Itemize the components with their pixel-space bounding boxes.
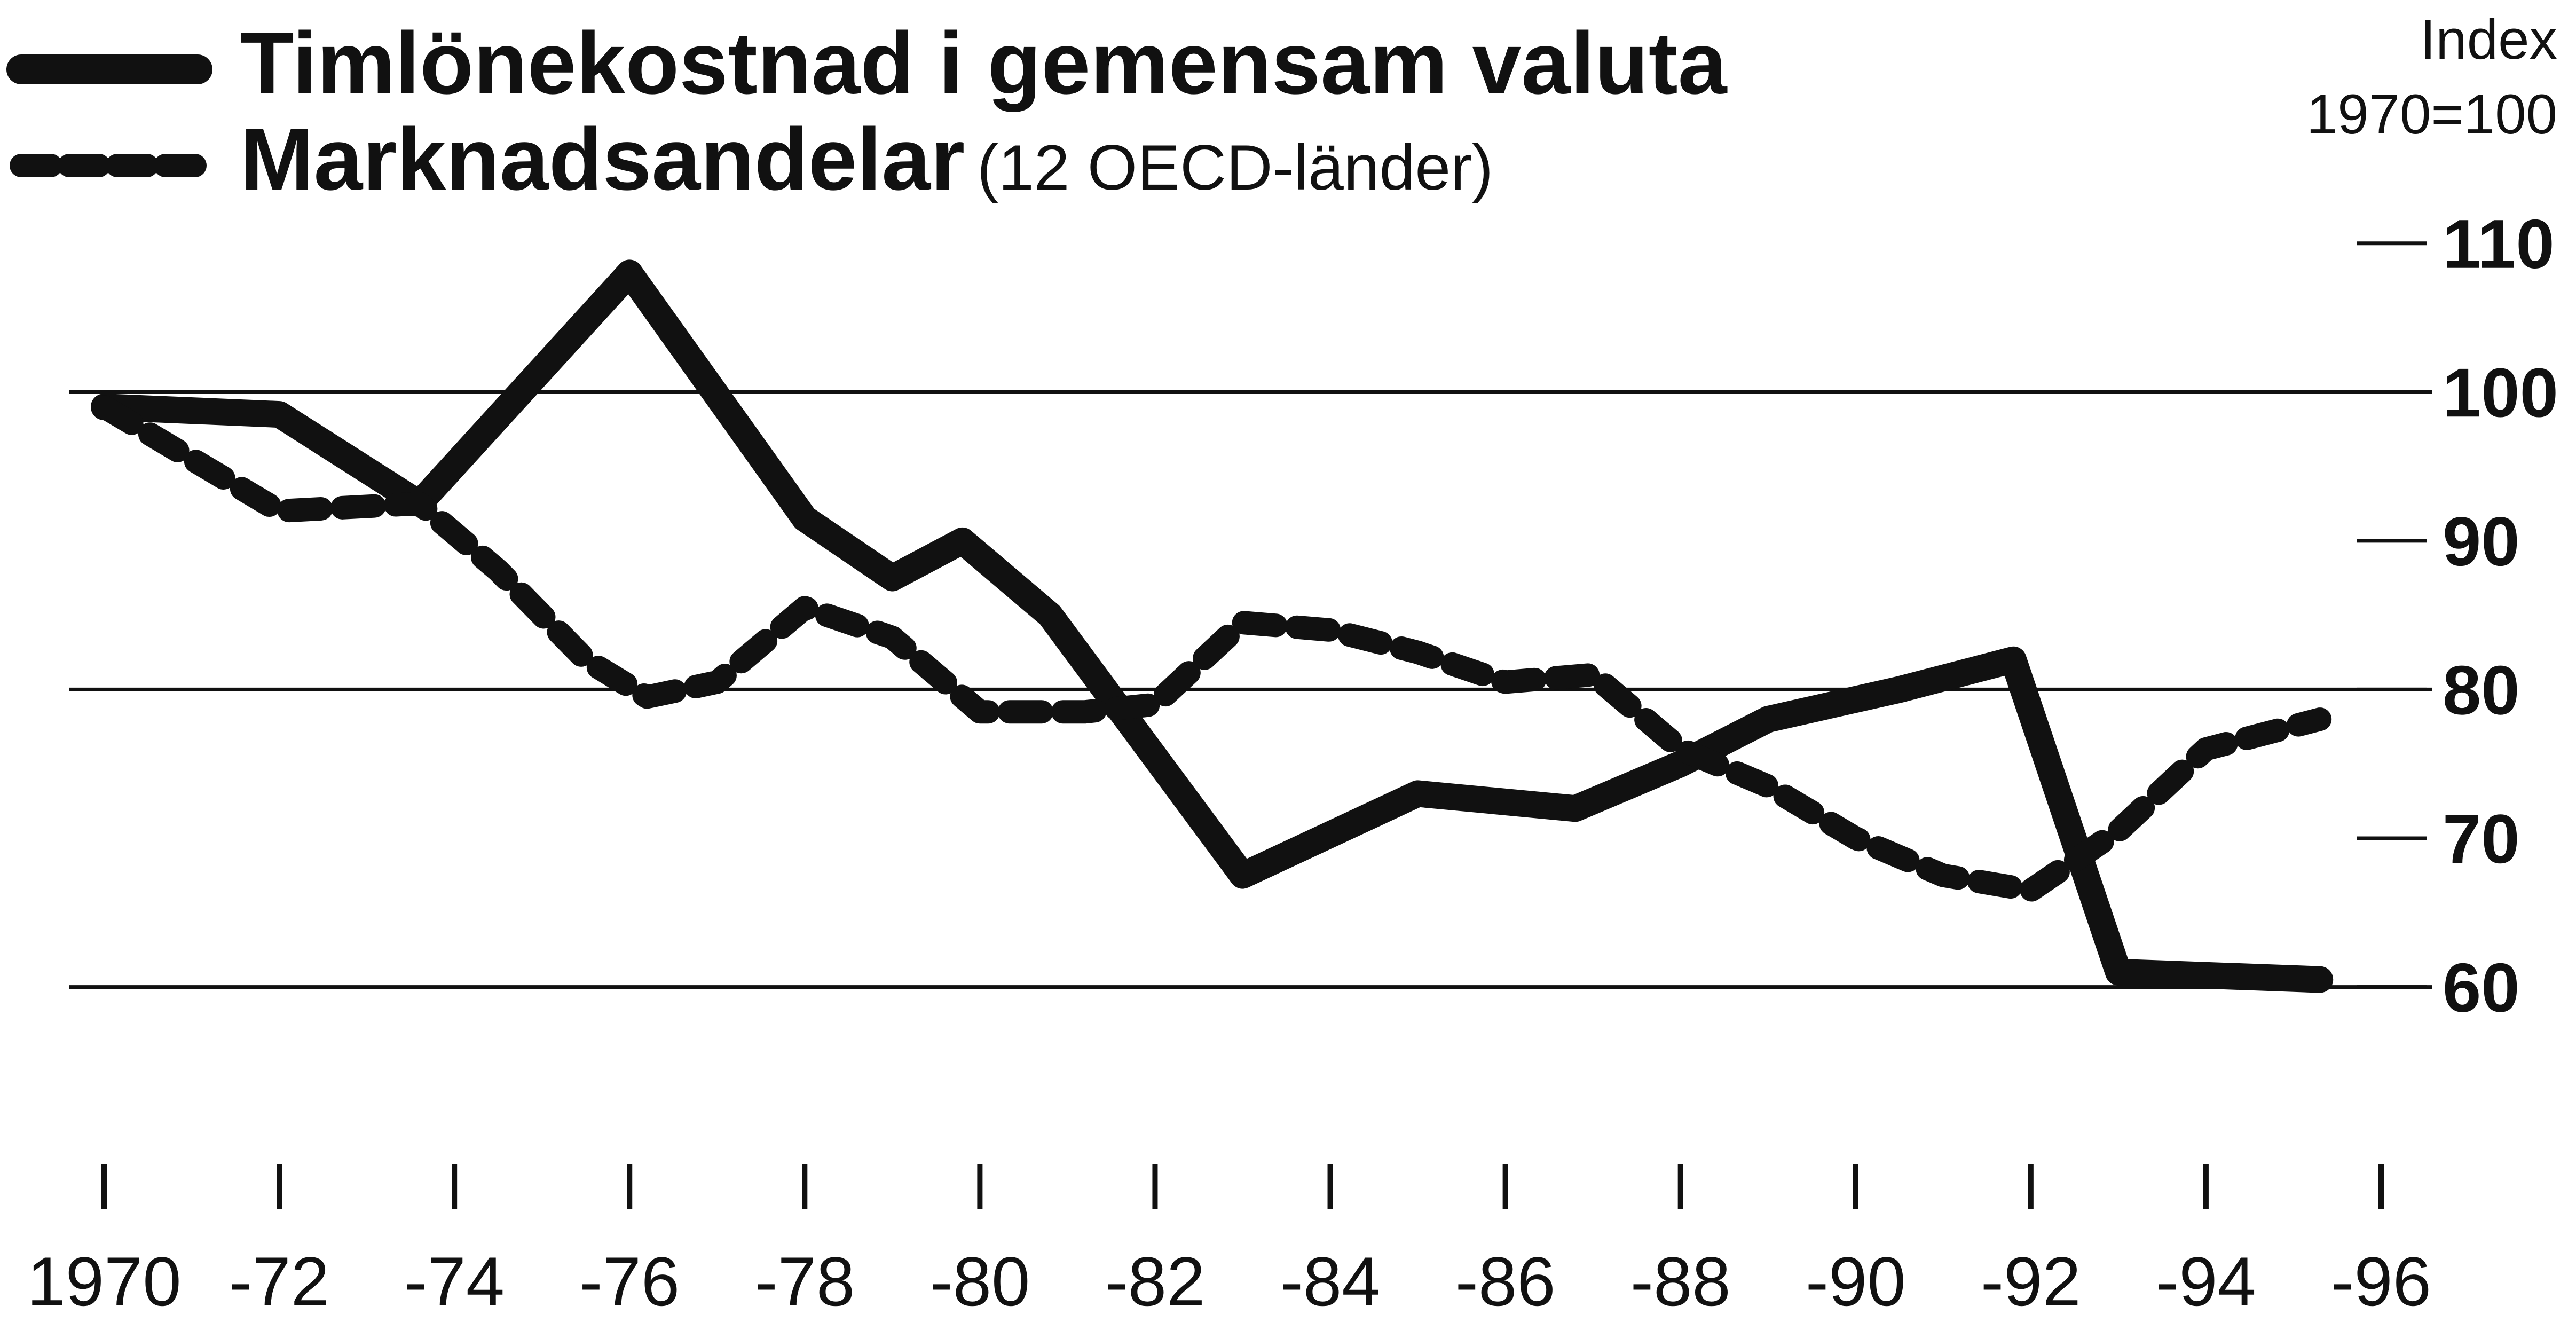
series-line-wage-cost bbox=[91, 259, 2334, 993]
series-lines bbox=[91, 259, 2334, 993]
x-tick-label-1970: 1970 bbox=[27, 1242, 181, 1320]
x-tick-label-1978: -78 bbox=[754, 1242, 855, 1320]
legend-entry-wage-cost: Timlönekostnad i gemensam valuta bbox=[6, 14, 1728, 112]
x-tick-label-1976: -76 bbox=[579, 1242, 680, 1320]
legend-label-market-share: Marknadsandelar bbox=[240, 110, 965, 208]
legend-label-wage-cost: Timlönekostnad i gemensam valuta bbox=[240, 14, 1728, 112]
x-tick-label-1986: -86 bbox=[1455, 1242, 1556, 1320]
series-line-market-share bbox=[92, 395, 2332, 902]
x-tick-label-1990: -90 bbox=[1806, 1242, 1906, 1320]
x-tick-label-1982: -82 bbox=[1105, 1242, 1206, 1320]
x-tick-label-1988: -88 bbox=[1630, 1242, 1731, 1320]
y-axis-label-line1: Index bbox=[2420, 9, 2557, 71]
y-tick-label-80: 80 bbox=[2443, 651, 2520, 729]
x-tick-label-1994: -94 bbox=[2156, 1242, 2256, 1320]
legend-qualifier-market-share: (12 OECD-länder) bbox=[977, 132, 1493, 203]
x-tick-label-1980: -80 bbox=[929, 1242, 1030, 1320]
y-tick-label-90: 90 bbox=[2443, 502, 2520, 580]
y-tick-label-110: 110 bbox=[2443, 205, 2555, 283]
y-tick-label-100: 100 bbox=[2443, 353, 2558, 431]
y-axis-label-line2: 1970=100 bbox=[2306, 83, 2557, 146]
y-axis-ticks: 60 70 80 90 100 110 bbox=[2357, 205, 2558, 1027]
legend: Timlönekostnad i gemensam valuta Marknad… bbox=[6, 14, 1728, 208]
y-tick-label-60: 60 bbox=[2443, 949, 2520, 1027]
y-tick-label-70: 70 bbox=[2443, 800, 2520, 878]
legend-entry-market-share: Marknadsandelar (12 OECD-länder) bbox=[10, 110, 1493, 208]
x-tick-label-1972: -72 bbox=[229, 1242, 329, 1320]
gridlines bbox=[69, 390, 2432, 989]
x-tick-label-1996: -96 bbox=[2331, 1242, 2431, 1320]
x-tick-label-1992: -92 bbox=[1981, 1242, 2081, 1320]
x-axis-ticks: 1970 -72 -74 -76 -78 -80 -82 -84 -86 -88 -90 -92 -94… bbox=[27, 1164, 2431, 1320]
x-tick-label-1974: -74 bbox=[404, 1242, 505, 1320]
x-tick-label-1984: -84 bbox=[1280, 1242, 1381, 1320]
